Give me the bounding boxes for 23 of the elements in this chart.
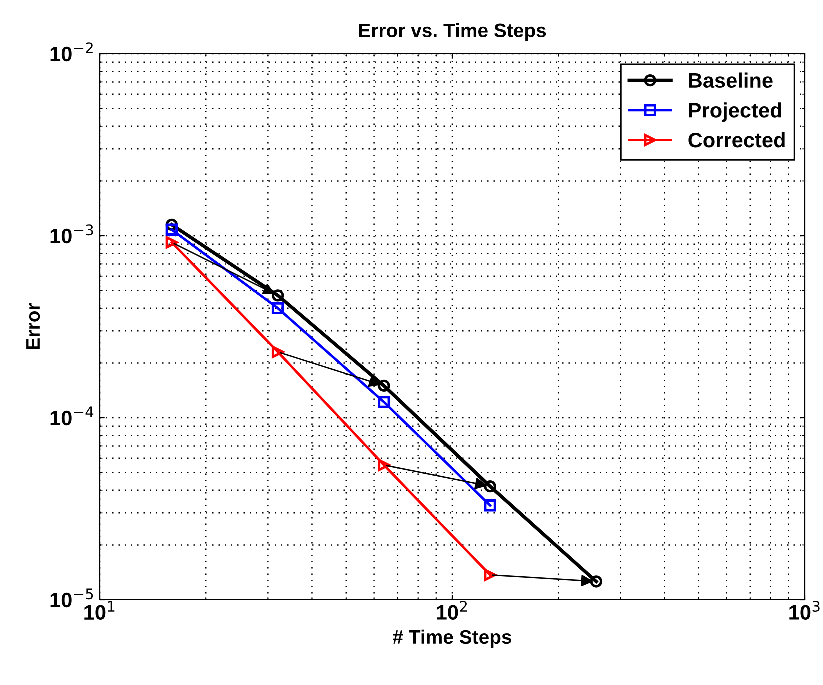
- x-tick-label: 10$^{1}$: [84, 601, 115, 620]
- point: [484, 480, 496, 493]
- point: [378, 380, 390, 392]
- y-tick-label: 10$^{−3}$: [50, 224, 94, 244]
- x-axis-title: # Time Steps: [393, 630, 512, 648]
- point: [378, 396, 390, 408]
- y-tick-label: 10$^{−2}$: [50, 42, 93, 62]
- x-tick-label: 10$^{3}$: [790, 601, 820, 620]
- point: [272, 290, 284, 302]
- point: [484, 500, 496, 512]
- legend-label: Corrected: [688, 132, 785, 148]
- point: [166, 236, 178, 249]
- point: [378, 459, 390, 472]
- y-tick-label: 10$^{−4}$: [50, 406, 94, 426]
- y-axis-title: Error: [26, 304, 40, 350]
- point: [590, 576, 603, 588]
- point: [166, 224, 178, 236]
- point: [272, 302, 284, 315]
- legend-label: Baseline: [689, 72, 773, 88]
- legend-label: Projected: [689, 102, 782, 122]
- x-tick-label: 10$^{2}$: [437, 601, 468, 620]
- chart-title: Error vs. Time Steps: [359, 23, 546, 42]
- point: [272, 346, 284, 358]
